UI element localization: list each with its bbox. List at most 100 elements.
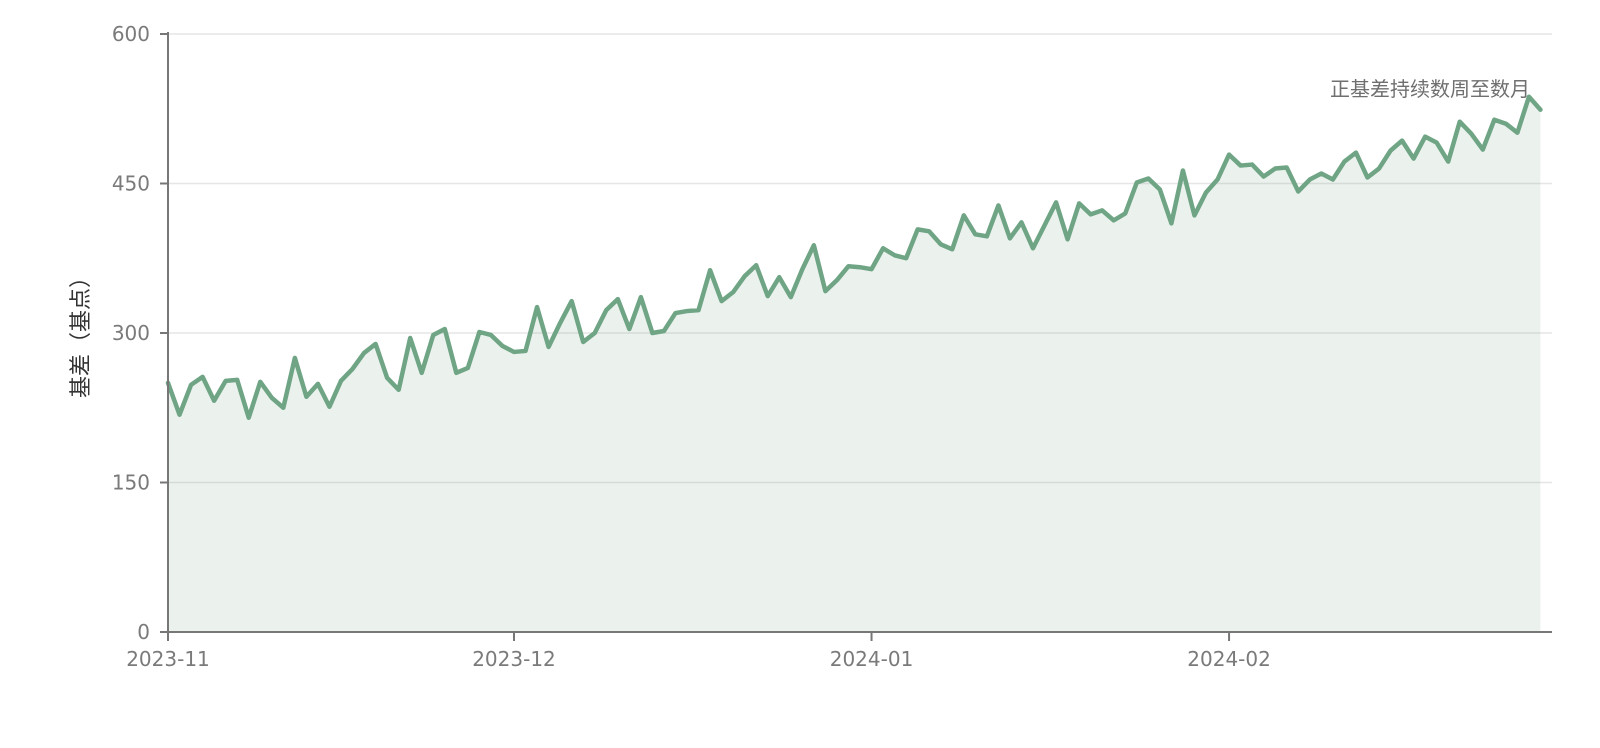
data-point [1066,237,1070,241]
data-point [1135,181,1139,185]
data-point [708,268,712,272]
data-point [1492,118,1496,122]
data-point [235,378,239,382]
data-point [639,295,643,299]
data-point [374,342,378,346]
data-point [962,213,966,217]
data-point [1481,148,1485,152]
data-point [1031,246,1035,250]
series-area [168,96,1541,633]
data-point [281,406,285,410]
data-point [1389,149,1393,153]
data-point [754,263,758,267]
data-point [1400,139,1404,143]
data-point [454,371,458,375]
data-point [408,336,412,340]
data-point [627,327,631,331]
data-point [385,376,389,380]
data-point [362,351,366,355]
data-point [189,383,193,387]
data-point [685,309,689,313]
series-line [165,94,1543,420]
data-point [258,380,262,384]
data-point [1296,189,1300,193]
data-point [777,275,781,279]
data-point [1239,164,1243,168]
data-point [662,329,666,333]
tick-labels: 0 150 300 450 600 2023-11 2023-12 2024-01 2024-0… [112,22,1271,671]
data-point [985,234,989,238]
data-point [201,375,205,379]
data-point [1112,218,1116,222]
data-point [1227,153,1231,157]
data-point [477,330,481,334]
data-point [697,308,701,312]
data-point [1319,172,1323,176]
data-point [351,367,355,371]
data-point [1216,178,1220,182]
data-point [397,388,401,392]
data-point [1273,167,1277,171]
data-point [593,331,597,335]
data-point [304,395,308,399]
data-point [1181,169,1185,173]
data-point [1515,131,1519,135]
data-point [835,278,839,282]
data-point [293,356,297,360]
data-point [743,274,747,278]
data-point [224,379,228,383]
data-point [904,256,908,260]
data-point [800,267,804,271]
data-point [512,350,516,354]
y-tick-label: 600 [112,22,150,46]
data-point [766,294,770,298]
data-point [489,333,493,337]
data-point [731,290,735,294]
data-point [570,299,574,303]
data-point [524,349,528,353]
data-point [1458,120,1462,124]
data-point [1446,160,1450,164]
data-point [535,305,539,309]
data-point [1342,160,1346,164]
x-tick-label: 2024-02 [1187,647,1271,671]
data-point [558,321,562,325]
data-point [927,229,931,233]
data-point [247,416,251,420]
data-point [1331,178,1335,182]
y-tick-label: 150 [112,471,150,495]
data-point [1123,211,1127,215]
y-tick-label: 300 [112,321,150,345]
data-point [1377,167,1381,171]
data-point [616,297,620,301]
data-point [1435,141,1439,145]
data-point [1365,176,1369,180]
data-point [1008,236,1012,240]
data-point [1423,135,1427,139]
data-point [443,327,447,331]
data-point [1469,132,1473,136]
data-point [673,311,677,315]
area-fill [168,96,1541,633]
data-point [431,333,435,337]
data-point [996,203,1000,207]
data-point [1262,175,1266,179]
gridlines [168,33,1552,484]
data-point [547,345,551,349]
data-point [858,265,862,269]
data-point [339,379,343,383]
data-point [881,246,885,250]
data-point [1146,177,1150,181]
data-point [500,344,504,348]
x-tick-label: 2023-12 [472,647,556,671]
data-point [212,399,216,403]
data-point [1192,213,1196,217]
data-point [973,232,977,236]
data-point [1054,200,1058,204]
data-point [812,243,816,247]
x-tick-label: 2023-11 [126,647,210,671]
y-axis-title: 基差（基点） [69,266,94,398]
data-point [1250,163,1254,167]
data-point [1077,201,1081,205]
